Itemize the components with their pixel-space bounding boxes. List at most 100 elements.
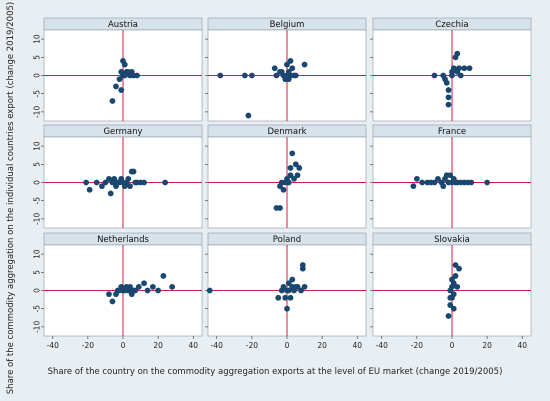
y-tick-label: -10 <box>33 213 42 225</box>
data-point-denmark-13 <box>294 172 301 179</box>
data-point-netherlands-17 <box>149 283 156 290</box>
data-point-poland-9 <box>287 294 294 301</box>
y-tick-label: 10 <box>33 249 42 259</box>
data-point-germany-17 <box>127 183 133 190</box>
data-point-germany-24 <box>162 179 169 186</box>
data-point-denmark-11 <box>291 175 297 182</box>
data-point-slovakia-10 <box>452 262 459 268</box>
panel-title-poland: Poland <box>273 235 301 245</box>
data-point-france-0 <box>410 183 417 190</box>
y-tick-label: 10 <box>33 141 42 151</box>
panel-title-denmark: Denmark <box>267 127 306 137</box>
data-point-czechia-16 <box>466 65 473 72</box>
y-tick-label: 0 <box>33 73 42 78</box>
data-point-poland-0 <box>206 287 213 294</box>
y-axis-label-container: Share of the commodity aggregation on th… <box>4 0 18 401</box>
x-tick-label: -20 <box>411 341 423 350</box>
data-point-france-12 <box>447 172 454 179</box>
x-tick-label: 20 <box>482 341 492 350</box>
data-point-poland-17 <box>299 262 306 268</box>
y-tick-label: -10 <box>33 106 42 118</box>
data-point-belgium-17 <box>292 72 299 79</box>
y-tick-label: 10 <box>33 34 42 44</box>
panel-title-france: France <box>438 127 466 137</box>
data-point-czechia-11 <box>454 50 461 57</box>
data-point-france-8 <box>440 183 447 190</box>
data-point-slovakia-11 <box>454 283 461 290</box>
data-point-france-5 <box>431 179 438 186</box>
x-tick-label: 40 <box>517 341 527 350</box>
x-tick-label: 0 <box>450 341 455 350</box>
y-tick-label: -5 <box>33 197 42 205</box>
data-point-poland-18 <box>301 283 308 290</box>
data-point-france-21 <box>484 179 491 186</box>
data-point-poland-3 <box>280 283 287 290</box>
data-point-belgium-18 <box>301 61 308 68</box>
data-point-netherlands-0 <box>106 291 112 298</box>
data-point-poland-15 <box>298 287 304 294</box>
data-point-austria-13 <box>118 87 125 93</box>
data-point-netherlands-16 <box>144 287 151 294</box>
y-axis-label: Share of the commodity aggregation on th… <box>6 1 16 395</box>
data-point-denmark-10 <box>289 150 296 157</box>
data-point-austria-11 <box>116 76 123 83</box>
data-point-germany-6 <box>107 190 114 197</box>
data-point-austria-12 <box>113 83 119 90</box>
x-tick-label: 0 <box>285 341 290 350</box>
data-point-denmark-4 <box>280 186 287 193</box>
y-tick-label: -5 <box>33 305 42 313</box>
data-point-denmark-14 <box>296 165 303 171</box>
panel-title-czechia: Czechia <box>435 20 468 30</box>
data-point-germany-5 <box>106 175 112 182</box>
panel-title-austria: Austria <box>108 20 138 30</box>
x-tick-label: 20 <box>317 341 327 350</box>
data-point-france-2 <box>419 179 426 186</box>
data-point-poland-1 <box>275 294 282 301</box>
data-point-germany-8 <box>111 175 118 182</box>
data-point-czechia-15 <box>461 65 468 72</box>
data-point-belgium-15 <box>289 65 296 72</box>
y-tick-label: 5 <box>33 55 42 60</box>
data-point-germany-1 <box>86 186 93 193</box>
panel-title-belgium: Belgium <box>270 20 305 30</box>
x-tick-label: -20 <box>82 341 94 350</box>
data-point-belgium-19 <box>271 65 278 72</box>
data-point-belgium-1 <box>241 72 248 79</box>
data-point-belgium-2 <box>245 112 252 119</box>
y-tick-label: 5 <box>33 270 42 275</box>
data-point-germany-4 <box>102 179 109 186</box>
data-point-denmark-1 <box>277 205 283 211</box>
data-point-netherlands-13 <box>132 287 139 294</box>
data-point-belgium-3 <box>248 72 255 79</box>
data-point-poland-14 <box>294 283 301 290</box>
data-point-france-20 <box>468 179 475 186</box>
data-point-germany-19 <box>130 168 137 175</box>
data-point-netherlands-14 <box>135 283 142 290</box>
data-point-slovakia-0 <box>445 313 452 319</box>
data-point-austria-1 <box>121 61 128 68</box>
data-point-slovakia-13 <box>449 294 455 301</box>
y-tick-label: 0 <box>33 180 42 185</box>
data-point-czechia-3 <box>443 79 450 86</box>
data-point-denmark-12 <box>292 161 299 168</box>
data-point-denmark-8 <box>287 172 294 179</box>
data-point-poland-4 <box>282 294 289 301</box>
data-point-netherlands-18 <box>155 287 162 294</box>
data-point-germany-16 <box>125 175 132 182</box>
data-point-czechia-0 <box>431 72 438 79</box>
data-point-poland-11 <box>289 276 296 283</box>
x-axis-label: Share of the country on the commodity ag… <box>47 367 503 377</box>
data-point-belgium-14 <box>287 58 294 64</box>
data-point-austria-10 <box>134 72 140 79</box>
y-tick-label: 5 <box>33 162 42 167</box>
data-point-poland-7 <box>285 280 292 287</box>
data-point-slovakia-7 <box>450 280 457 287</box>
data-point-slovakia-12 <box>456 265 462 272</box>
data-point-belgium-4 <box>273 72 280 79</box>
y-tick-label: -10 <box>33 321 42 333</box>
data-point-poland-6 <box>284 305 290 312</box>
data-point-czechia-6 <box>445 101 452 108</box>
y-tick-label: 0 <box>33 288 42 293</box>
data-point-belgium-10 <box>284 61 290 68</box>
data-point-germany-23 <box>141 179 147 186</box>
